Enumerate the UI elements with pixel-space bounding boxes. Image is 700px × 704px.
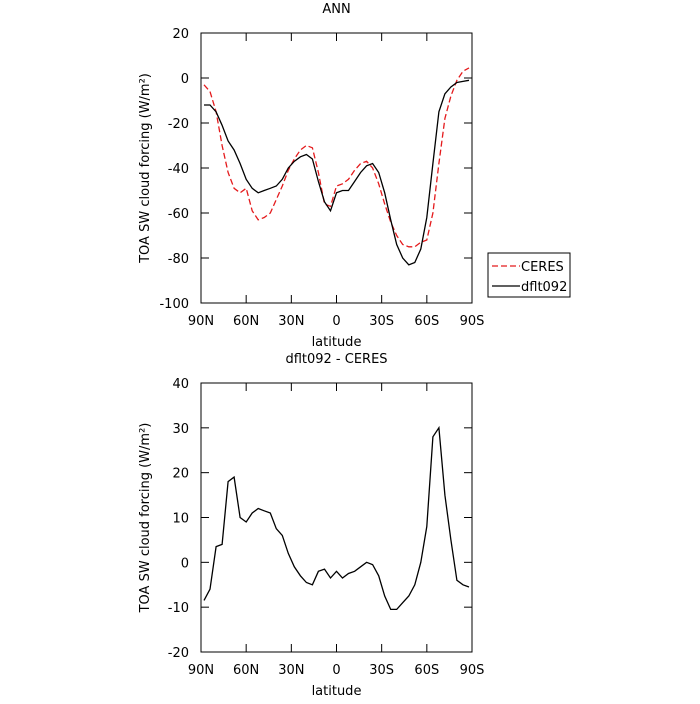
y-tick-label: 30 (172, 422, 189, 437)
y-tick-label: -10 (168, 601, 189, 616)
y-tick-label: -80 (168, 252, 189, 267)
x-tick-label: 60S (414, 663, 439, 678)
chart-title: ANN (322, 2, 350, 17)
x-tick-label: 0 (332, 314, 340, 329)
y-tick-label: -100 (159, 297, 189, 312)
legend-box (487, 252, 571, 298)
x-tick-label: 30N (278, 314, 304, 329)
y-tick-label: -40 (168, 162, 189, 177)
x-tick-label: 30S (369, 663, 394, 678)
x-axis-label: latitude (312, 335, 362, 350)
x-tick-label: 90S (460, 663, 485, 678)
data-line (203, 67, 470, 248)
y-axis-label: TOA SW cloud forcing (W/m²) (138, 73, 153, 264)
y-axis-label: TOA SW cloud forcing (W/m²) (138, 423, 153, 614)
legend-label: dflt092 (521, 280, 567, 295)
x-tick-label: 90S (460, 314, 485, 329)
data-line (204, 79, 470, 266)
plot-frame (200, 382, 473, 653)
y-tick-label: -20 (168, 117, 189, 132)
y-tick-label: 20 (172, 467, 189, 482)
x-tick-label: 30S (369, 314, 394, 329)
y-tick-label: 10 (172, 512, 189, 527)
y-tick-label: -60 (168, 207, 189, 222)
x-tick-label: 30N (278, 663, 304, 678)
x-tick-label: 60N (233, 663, 259, 678)
y-tick-label: 40 (172, 377, 189, 392)
legend-label: CERES (521, 260, 564, 275)
y-tick-label: 0 (181, 556, 189, 571)
y-tick-label: 0 (181, 72, 189, 87)
x-tick-label: 90N (188, 314, 214, 329)
y-tick-label: 20 (172, 27, 189, 42)
data-line (203, 425, 470, 611)
x-tick-label: 60S (414, 314, 439, 329)
x-tick-label: 90N (188, 663, 214, 678)
y-tick-label: -20 (168, 646, 189, 661)
x-axis-label: latitude (312, 684, 362, 699)
chart-title: dflt092 - CERES (285, 352, 387, 367)
x-tick-label: 60N (233, 314, 259, 329)
x-tick-label: 0 (332, 663, 340, 678)
